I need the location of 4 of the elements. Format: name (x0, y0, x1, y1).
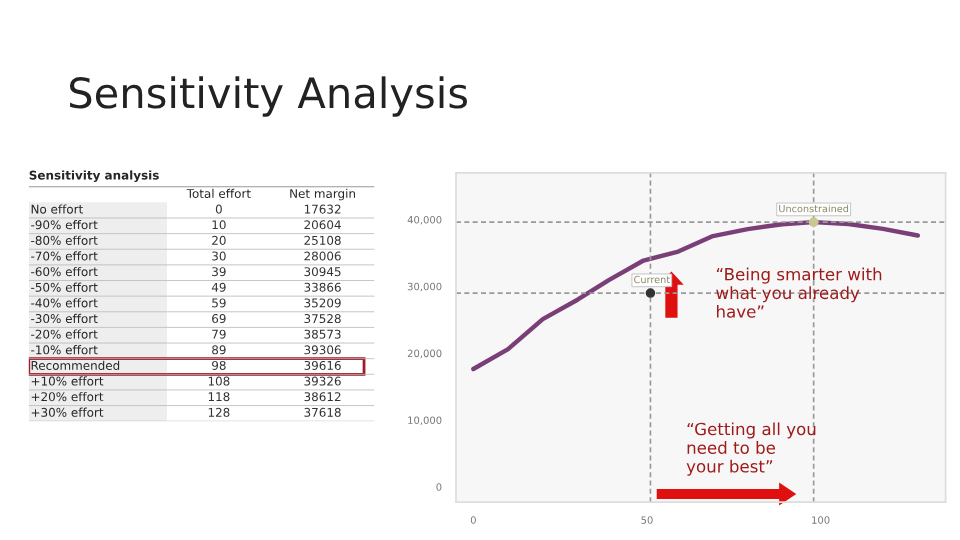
chart-title: Sensitivity Analysis (69, 76, 467, 117)
annotation: “Being smarter with what you already have” (716, 267, 882, 318)
line-series (471, 219, 921, 372)
annotation: “Getting all you need to be your best” (686, 422, 816, 476)
